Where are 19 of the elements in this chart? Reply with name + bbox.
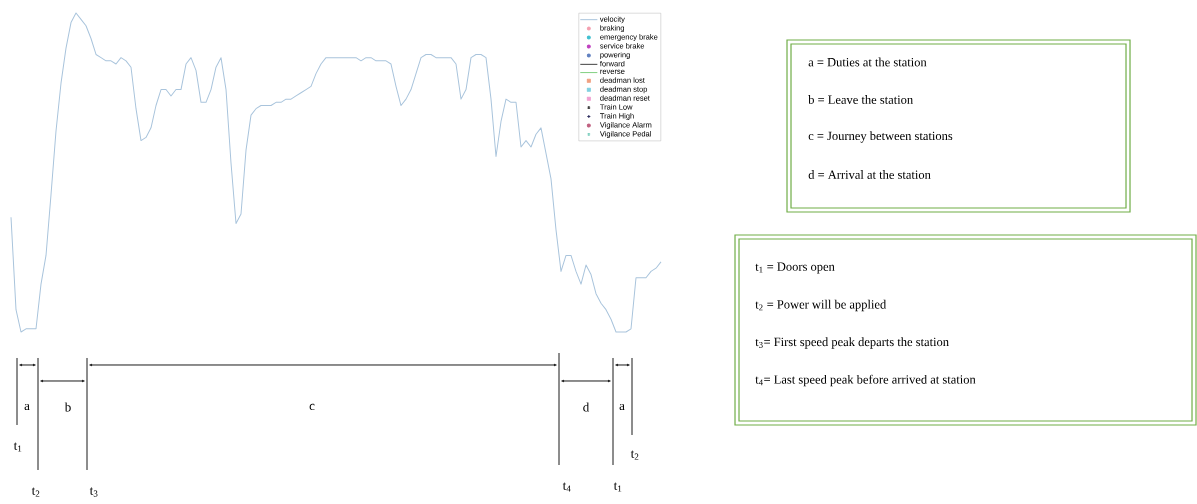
text: a = Duties at the station — [808, 57, 927, 67]
text: t$_{2}$ — [31, 487, 40, 497]
text: t$_{1}$ = Doors open — [755, 262, 835, 274]
text: t$_{4}$= Last speed peak before arrived at station — [755, 374, 976, 387]
text: d = Arrival at the station — [808, 170, 931, 179]
text: t$_{3}$ — [89, 487, 98, 497]
text: t$_{2}$ = Power will be applied — [755, 299, 887, 312]
text: t$_{3}$= First speed peak departs the station — [755, 337, 949, 349]
text: t$_{2}$ — [630, 450, 639, 460]
text: c = Journey between stations — [808, 131, 953, 143]
text: a — [24, 403, 30, 411]
text: d — [583, 402, 590, 412]
text: b — [64, 402, 71, 412]
text: t$_{1}$ — [613, 482, 622, 492]
text: t$_{1}$ — [13, 442, 22, 452]
text: b = Leave the station — [808, 95, 913, 104]
text: t$_{4}$ — [562, 482, 571, 492]
text: c — [309, 403, 315, 411]
text: a — [619, 403, 625, 411]
